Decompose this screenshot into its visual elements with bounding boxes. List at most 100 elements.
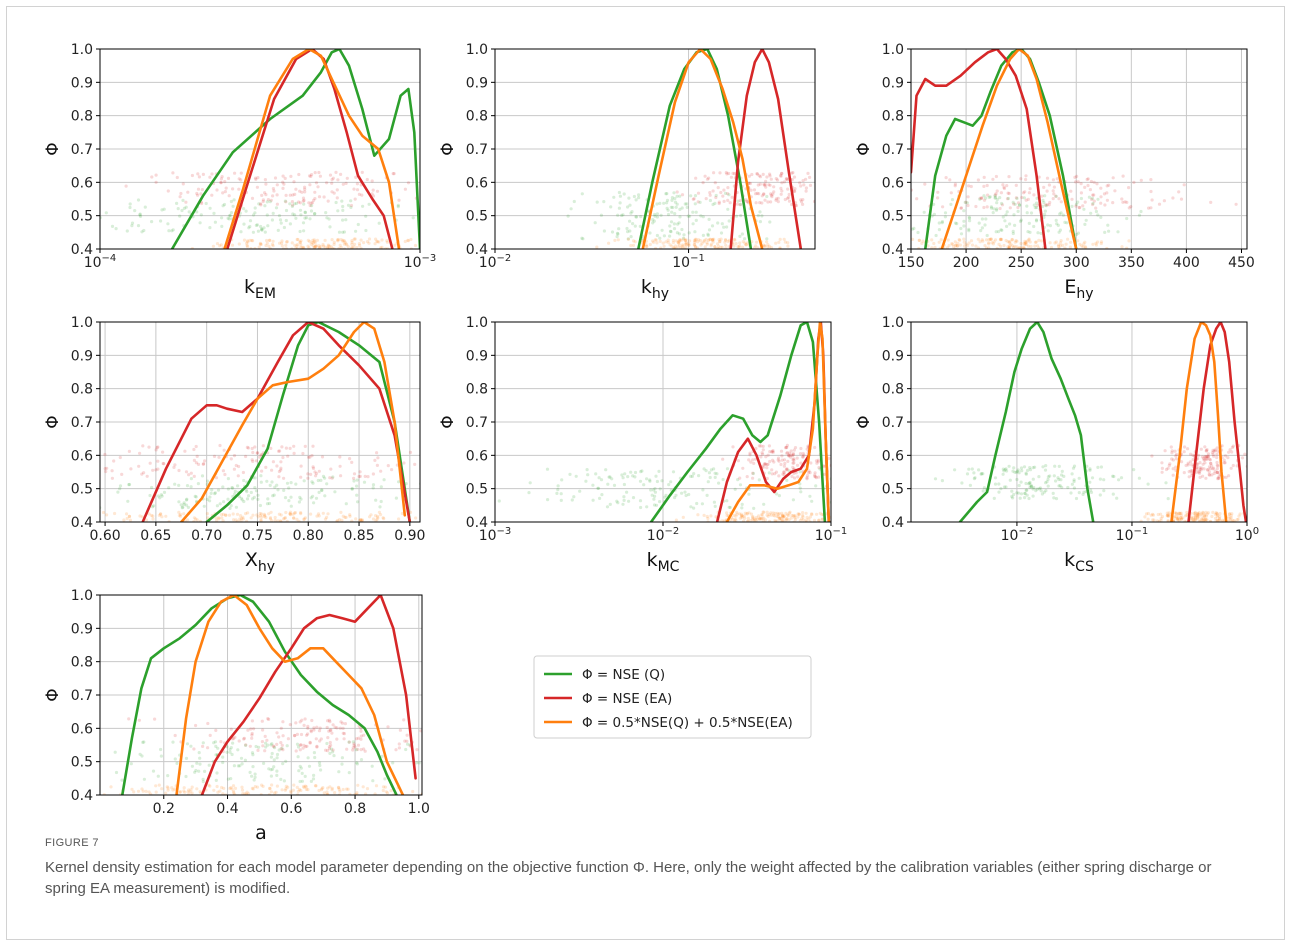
scatter-point bbox=[199, 192, 203, 196]
scatter-point bbox=[251, 239, 255, 243]
scatter-point bbox=[648, 479, 652, 483]
scatter-point bbox=[527, 491, 531, 495]
scatter-point bbox=[259, 203, 263, 207]
scatter-point bbox=[330, 190, 334, 194]
scatter-point bbox=[244, 743, 248, 748]
scatter-point bbox=[296, 789, 300, 794]
scatter-point bbox=[620, 473, 624, 477]
scatter-point bbox=[273, 176, 278, 180]
scatter-point bbox=[705, 177, 710, 181]
scatter-point bbox=[260, 227, 264, 231]
scatter-point bbox=[346, 787, 350, 791]
scatter-point bbox=[1026, 230, 1030, 234]
scatter-point bbox=[402, 461, 406, 465]
scatter-point bbox=[1096, 465, 1100, 469]
scatter-point bbox=[1048, 241, 1052, 245]
scatter-point bbox=[275, 773, 279, 778]
scatter-point bbox=[402, 718, 406, 722]
scatter-point bbox=[227, 194, 231, 198]
scatter-point bbox=[275, 483, 279, 487]
scatter-point bbox=[763, 244, 767, 248]
scatter-point bbox=[1099, 465, 1103, 469]
scatter-point bbox=[291, 788, 295, 792]
scatter-point bbox=[344, 515, 348, 519]
scatter-point bbox=[668, 243, 672, 247]
scatter-point bbox=[680, 193, 685, 197]
scatter-point bbox=[789, 516, 793, 520]
scatter-point bbox=[270, 751, 274, 756]
scatter-point bbox=[622, 192, 626, 196]
scatter-point bbox=[736, 245, 740, 249]
scatter-point bbox=[784, 518, 788, 522]
scatter-point bbox=[701, 181, 705, 185]
scatter-point bbox=[792, 175, 797, 179]
scatter-point bbox=[998, 238, 1003, 242]
scatter-point bbox=[734, 214, 739, 218]
scatter-point bbox=[245, 243, 249, 247]
scatter-point bbox=[245, 490, 249, 494]
scatter-point bbox=[765, 237, 769, 241]
scatter-point bbox=[779, 186, 783, 190]
x-label-subscript: EM bbox=[255, 286, 276, 302]
scatter-point bbox=[705, 242, 709, 246]
scatter-point bbox=[51, 790, 54, 793]
x-label-main: E bbox=[1064, 276, 1076, 298]
scatter-point bbox=[1168, 462, 1172, 466]
scatter-point bbox=[185, 497, 189, 501]
scatter-point bbox=[342, 242, 346, 246]
x-axis-label: Ehy bbox=[1064, 276, 1093, 302]
scatter-point bbox=[1175, 516, 1179, 520]
scatter-point bbox=[1163, 449, 1167, 453]
scatter-point bbox=[434, 732, 437, 735]
scatter-point bbox=[962, 237, 966, 241]
scatter-point bbox=[326, 512, 330, 516]
scatter-point bbox=[406, 181, 411, 185]
scatter-point bbox=[254, 459, 258, 463]
scatter-point bbox=[284, 218, 288, 223]
scatter-point bbox=[170, 786, 174, 790]
scatter-point bbox=[239, 171, 243, 175]
scatter-point bbox=[238, 517, 242, 521]
scatter-point bbox=[760, 214, 764, 218]
scatter-point bbox=[151, 514, 155, 518]
scatter-point bbox=[1143, 515, 1147, 519]
scatter-point bbox=[364, 214, 368, 218]
scatter-point bbox=[915, 197, 919, 201]
scatter-point bbox=[316, 185, 320, 189]
scatter-point bbox=[229, 199, 233, 204]
scatter-point bbox=[293, 213, 297, 217]
scatter-point bbox=[298, 189, 302, 193]
scatter-point bbox=[343, 515, 347, 519]
scatter-point bbox=[1197, 470, 1201, 474]
scatter-point bbox=[1155, 519, 1159, 522]
scatter-point bbox=[708, 237, 712, 241]
scatter-point bbox=[620, 213, 624, 217]
y-tick-label: 0.5 bbox=[71, 482, 93, 498]
scatter-point bbox=[322, 244, 326, 248]
scatter-point bbox=[303, 185, 307, 189]
scatter-point bbox=[250, 733, 254, 737]
scatter-point bbox=[955, 244, 960, 248]
series-line-1 bbox=[121, 595, 398, 795]
scatter-point bbox=[244, 743, 248, 747]
scatter-point bbox=[763, 183, 768, 187]
scatter-point bbox=[271, 211, 275, 215]
scatter-point bbox=[306, 788, 310, 792]
scatter-point bbox=[917, 238, 922, 242]
scatter-point bbox=[1160, 470, 1164, 474]
scatter-point bbox=[249, 727, 253, 731]
scatter-point bbox=[1046, 484, 1050, 488]
scatter-point bbox=[1033, 240, 1038, 244]
scatter-point bbox=[154, 173, 158, 177]
scatter-point bbox=[628, 219, 632, 223]
scatter-point bbox=[645, 505, 649, 509]
scatter-point bbox=[645, 477, 649, 481]
scatter-point bbox=[1193, 518, 1197, 522]
scatter-point bbox=[296, 237, 300, 242]
scatter-point bbox=[1072, 486, 1076, 490]
scatter-point bbox=[1021, 246, 1025, 249]
scatter-point bbox=[920, 241, 924, 245]
scatter-point bbox=[687, 243, 691, 247]
scatter-point bbox=[1080, 244, 1084, 248]
scatter-point bbox=[291, 212, 295, 216]
